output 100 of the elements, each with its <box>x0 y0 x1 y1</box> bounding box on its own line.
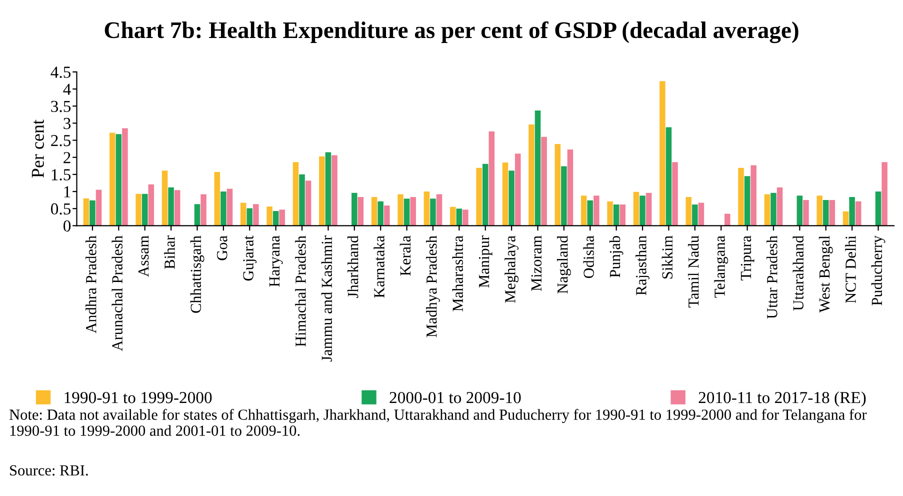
bar <box>116 134 122 226</box>
x-tick-label: NCT Delhi <box>845 236 856 304</box>
y-tick-label: 4 <box>63 84 71 95</box>
bar <box>410 196 416 226</box>
bar <box>803 200 809 226</box>
bar <box>776 187 783 226</box>
x-tick-label: Jharkhand <box>347 236 358 298</box>
y-tick-label: 3 <box>64 118 71 130</box>
x-tick-label: Haryana <box>269 236 283 287</box>
bar <box>633 192 640 226</box>
bar <box>352 192 358 226</box>
bar <box>561 166 567 226</box>
x-tick-label: Tripura <box>740 236 754 280</box>
x-tick-label: Uttar Pradesh <box>766 236 778 319</box>
bar <box>594 196 600 226</box>
y-tick-label: 1.5 <box>52 169 71 180</box>
bar <box>266 206 272 226</box>
y-tick-label: 4.5 <box>50 66 71 78</box>
bar <box>226 188 233 226</box>
y-tick-label: 0 <box>64 220 71 232</box>
bar <box>666 127 672 226</box>
bar <box>541 136 547 226</box>
x-tick-label: Gujarat <box>243 235 257 281</box>
y-axis-title: Per cent <box>32 120 44 178</box>
x-tick-label: Uttarakhand <box>792 236 804 311</box>
bar <box>488 131 495 226</box>
x-tick-label: Assam <box>138 236 149 277</box>
legend-label: 2010-11 to 2017-18 (RE) <box>698 391 866 407</box>
x-tick-label: Maharashtra <box>452 236 463 312</box>
y-tick-label: 3.5 <box>51 100 71 112</box>
bar <box>692 204 698 226</box>
x-tick-label: Chhattisgarh <box>190 236 204 313</box>
chart-title: Chart 7b: Health Expenditure as per cent of GSDP (decadal average) <box>104 21 798 44</box>
bar <box>534 110 541 226</box>
bar <box>319 156 325 226</box>
bar <box>875 192 882 226</box>
y-tick-label: 2 <box>64 152 70 164</box>
y-tick-label: 0.5 <box>51 203 71 215</box>
bar <box>764 194 770 226</box>
bar <box>660 81 666 226</box>
bar <box>567 149 574 226</box>
bar <box>83 198 90 226</box>
bar <box>554 144 561 226</box>
bar <box>253 204 259 226</box>
bar <box>607 201 613 226</box>
x-tick-label: Nagaland <box>556 236 571 294</box>
bar <box>424 192 430 226</box>
x-tick-label: Manipur <box>478 236 492 288</box>
bar <box>816 196 822 226</box>
text: Note: Data not available for states of Chhattisgarh, Jharkhand, Uttarakhand and Puducherry for 1990-91 to 1999-2000 and for Telangana for 1990-91 to 1999-2000 and 2001-01 to 2009-10. <box>9 408 867 436</box>
bar <box>587 200 594 226</box>
bar <box>109 132 116 226</box>
x-tick-label: Telangana <box>714 236 728 298</box>
bar <box>90 200 96 226</box>
bar <box>436 194 442 226</box>
bar <box>686 196 692 226</box>
legend-label: 2000-01 to 2009-10 <box>390 392 521 404</box>
bar <box>430 198 436 226</box>
bar <box>796 196 803 226</box>
y-tick-label: 1 <box>64 186 70 198</box>
bar <box>246 208 253 226</box>
bar <box>580 196 587 226</box>
bar <box>849 196 855 226</box>
bar <box>194 204 200 226</box>
bar <box>404 198 410 226</box>
bar <box>371 196 378 226</box>
bar <box>450 206 456 226</box>
bar <box>829 200 836 226</box>
bar <box>220 192 226 226</box>
bar <box>646 192 652 226</box>
bar <box>398 194 404 226</box>
bar <box>142 194 148 226</box>
bar <box>462 210 468 226</box>
x-tick-label: Puducherry <box>871 235 886 306</box>
bar <box>502 162 508 226</box>
x-tick-label: Odisha <box>583 236 594 278</box>
bar <box>476 168 482 226</box>
bar <box>822 200 829 226</box>
bar <box>279 210 285 226</box>
bar <box>148 184 154 226</box>
bar <box>842 211 849 226</box>
bar <box>378 201 384 226</box>
bar <box>96 190 102 226</box>
bar <box>514 154 521 226</box>
bar <box>456 208 462 226</box>
bar <box>672 162 678 226</box>
x-tick-label: Mizoram <box>531 236 542 291</box>
bar <box>162 170 168 226</box>
bar <box>305 180 312 226</box>
bar <box>240 202 246 226</box>
x-tick-label: Sikkim <box>662 236 673 279</box>
x-tick-label: Kerala <box>400 236 411 276</box>
bar <box>640 196 646 226</box>
bar <box>325 152 332 226</box>
bar <box>750 165 756 226</box>
x-tick-label: Goa <box>216 236 228 260</box>
bar <box>200 194 206 226</box>
bar <box>770 192 776 226</box>
bar <box>724 214 730 226</box>
bar <box>384 206 390 226</box>
